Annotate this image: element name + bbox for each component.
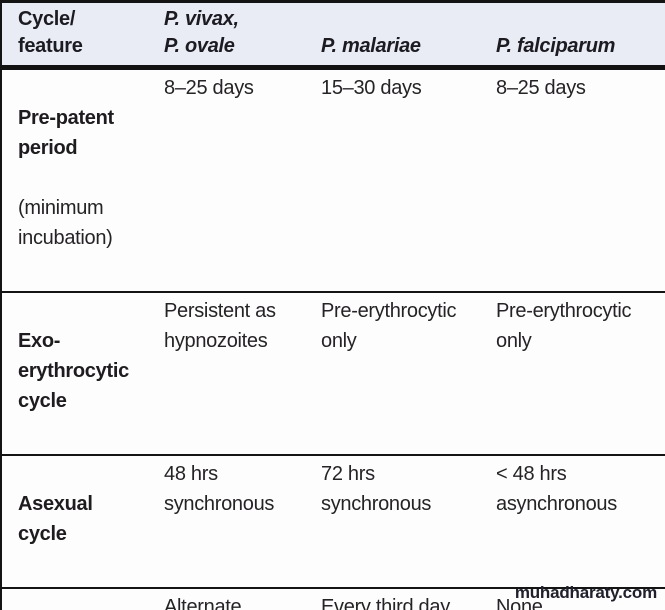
value-vivax-ovale: 48 hrs synchronous (156, 455, 313, 589)
feature-cell: Pre-patent period (minimum incubation) (1, 67, 156, 293)
feature-cell: Fever periodicity (1, 588, 156, 610)
value-malariae: 72 hrs synchronous (313, 455, 488, 589)
feature-label: Asexual cycle (18, 493, 93, 545)
value-vivax-ovale: 8–25 days (156, 67, 313, 293)
header-cycle-feature-label: Cycle/ feature (18, 8, 83, 57)
value-malariae: Every third day (313, 588, 488, 610)
table-row-exo-erythrocytic-cycle: Exo- erythrocytic cycle Persistent as hy… (1, 292, 665, 456)
header-p-malariae: P. malariae (313, 1, 488, 70)
watermark-muhadharaty: muhadharaty.com (514, 583, 657, 602)
header-p-falciparum: P. falciparum (488, 1, 665, 70)
value-falciparum: Pre-erythrocytic only (488, 292, 665, 456)
value-malariae: Pre-erythrocytic only (313, 292, 488, 456)
header-p-malariae-label: P. malariae (321, 35, 421, 57)
header-p-falciparum-label: P. falciparum (496, 35, 616, 57)
table-row-asexual-cycle: Asexual cycle 48 hrs synchronous 72 hrs … (1, 455, 665, 589)
feature-cell: Asexual cycle (1, 455, 156, 589)
header-p-vivax-p-ovale: P. vivax, P. ovale (156, 1, 313, 70)
feature-label: Pre-patent period (18, 107, 114, 159)
header-cycle-feature: Cycle/ feature (1, 1, 156, 70)
value-vivax-ovale: Alternate days (156, 588, 313, 610)
table-row-pre-patent-period: Pre-patent period (minimum incubation) 8… (1, 67, 665, 293)
value-falciparum: < 48 hrs asynchronous (488, 455, 665, 589)
value-falciparum: 8–25 days (488, 67, 665, 293)
value-vivax-ovale: Persistent as hypnozoites (156, 292, 313, 456)
feature-label: Exo- erythrocytic cycle (18, 330, 129, 412)
header-p-vivax-p-ovale-label: P. vivax, P. ovale (164, 8, 239, 57)
feature-cell: Exo- erythrocytic cycle (1, 292, 156, 456)
value-malariae: 15–30 days (313, 67, 488, 293)
table-header-row: Cycle/ feature P. vivax, P. ovale P. mal… (1, 1, 665, 70)
table-row-fever-periodicity: Fever periodicity Alternate days Every t… (1, 588, 665, 610)
value-falciparum: None (488, 588, 665, 610)
feature-note: (minimum incubation) (18, 197, 113, 249)
